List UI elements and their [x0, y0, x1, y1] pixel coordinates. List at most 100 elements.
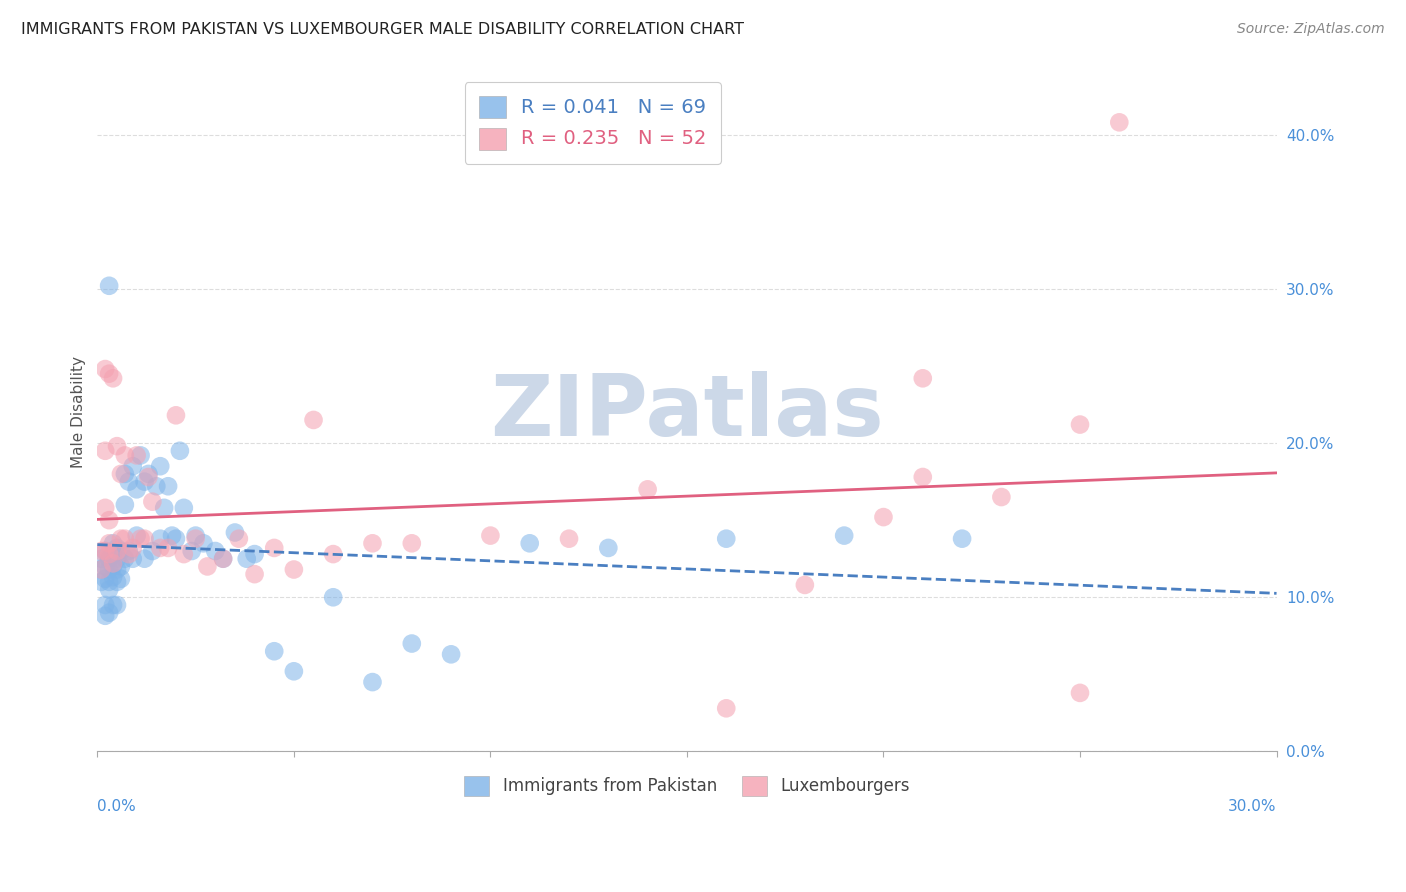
Point — [440, 648, 463, 662]
Point — [125, 483, 148, 497]
Point — [401, 536, 423, 550]
Point — [98, 562, 121, 576]
Point — [263, 541, 285, 555]
Point — [90, 551, 112, 566]
Point — [114, 532, 136, 546]
Point — [101, 557, 124, 571]
Point — [134, 551, 156, 566]
Point — [361, 675, 384, 690]
Point — [118, 547, 141, 561]
Point — [322, 547, 344, 561]
Point — [110, 532, 132, 546]
Text: 30.0%: 30.0% — [1227, 799, 1277, 814]
Point — [180, 544, 202, 558]
Point — [173, 500, 195, 515]
Point — [94, 500, 117, 515]
Point — [94, 544, 117, 558]
Point — [110, 544, 132, 558]
Point — [125, 449, 148, 463]
Point — [98, 551, 121, 566]
Point — [138, 467, 160, 481]
Point — [283, 562, 305, 576]
Point — [110, 467, 132, 481]
Point — [105, 439, 128, 453]
Point — [105, 598, 128, 612]
Point — [101, 570, 124, 584]
Point — [98, 582, 121, 597]
Point — [98, 278, 121, 293]
Point — [98, 547, 121, 561]
Point — [1069, 686, 1091, 700]
Point — [401, 636, 423, 650]
Point — [101, 371, 124, 385]
Point — [118, 544, 141, 558]
Point — [125, 528, 148, 542]
Point — [793, 578, 815, 592]
Point — [157, 479, 180, 493]
Point — [98, 606, 121, 620]
Point — [129, 532, 152, 546]
Point — [105, 562, 128, 576]
Point — [193, 536, 215, 550]
Point — [121, 551, 143, 566]
Point — [212, 551, 235, 566]
Point — [90, 574, 112, 589]
Point — [105, 544, 128, 558]
Point — [911, 371, 934, 385]
Text: ZIPatlas: ZIPatlas — [491, 371, 884, 454]
Point — [197, 559, 219, 574]
Point — [94, 443, 117, 458]
Y-axis label: Male Disability: Male Disability — [72, 356, 86, 468]
Point — [98, 367, 121, 381]
Point — [872, 510, 894, 524]
Point — [716, 701, 738, 715]
Point — [184, 528, 207, 542]
Point — [263, 644, 285, 658]
Point — [598, 541, 620, 555]
Point — [105, 574, 128, 589]
Point — [110, 559, 132, 574]
Legend: Immigrants from Pakistan, Luxembourgers: Immigrants from Pakistan, Luxembourgers — [456, 767, 918, 805]
Point — [149, 459, 172, 474]
Point — [361, 536, 384, 550]
Point — [98, 513, 121, 527]
Point — [716, 532, 738, 546]
Point — [322, 591, 344, 605]
Point — [165, 532, 187, 546]
Point — [302, 413, 325, 427]
Point — [1108, 115, 1130, 129]
Point — [105, 551, 128, 566]
Point — [138, 470, 160, 484]
Point — [94, 572, 117, 586]
Point — [184, 532, 207, 546]
Point — [94, 598, 117, 612]
Point — [153, 500, 176, 515]
Point — [243, 547, 266, 561]
Point — [235, 551, 257, 566]
Point — [94, 559, 117, 574]
Point — [101, 536, 124, 550]
Point — [160, 528, 183, 542]
Point — [105, 541, 128, 555]
Point — [98, 536, 121, 550]
Point — [283, 665, 305, 679]
Point — [212, 551, 235, 566]
Point — [101, 598, 124, 612]
Point — [114, 467, 136, 481]
Point — [94, 608, 117, 623]
Point — [1069, 417, 1091, 432]
Point — [224, 525, 246, 540]
Point — [98, 574, 121, 589]
Point — [101, 547, 124, 561]
Point — [519, 536, 541, 550]
Point — [950, 532, 973, 546]
Point — [114, 449, 136, 463]
Point — [204, 544, 226, 558]
Point — [110, 572, 132, 586]
Point — [114, 498, 136, 512]
Point — [173, 547, 195, 561]
Point — [169, 443, 191, 458]
Point — [165, 409, 187, 423]
Point — [134, 532, 156, 546]
Point — [101, 559, 124, 574]
